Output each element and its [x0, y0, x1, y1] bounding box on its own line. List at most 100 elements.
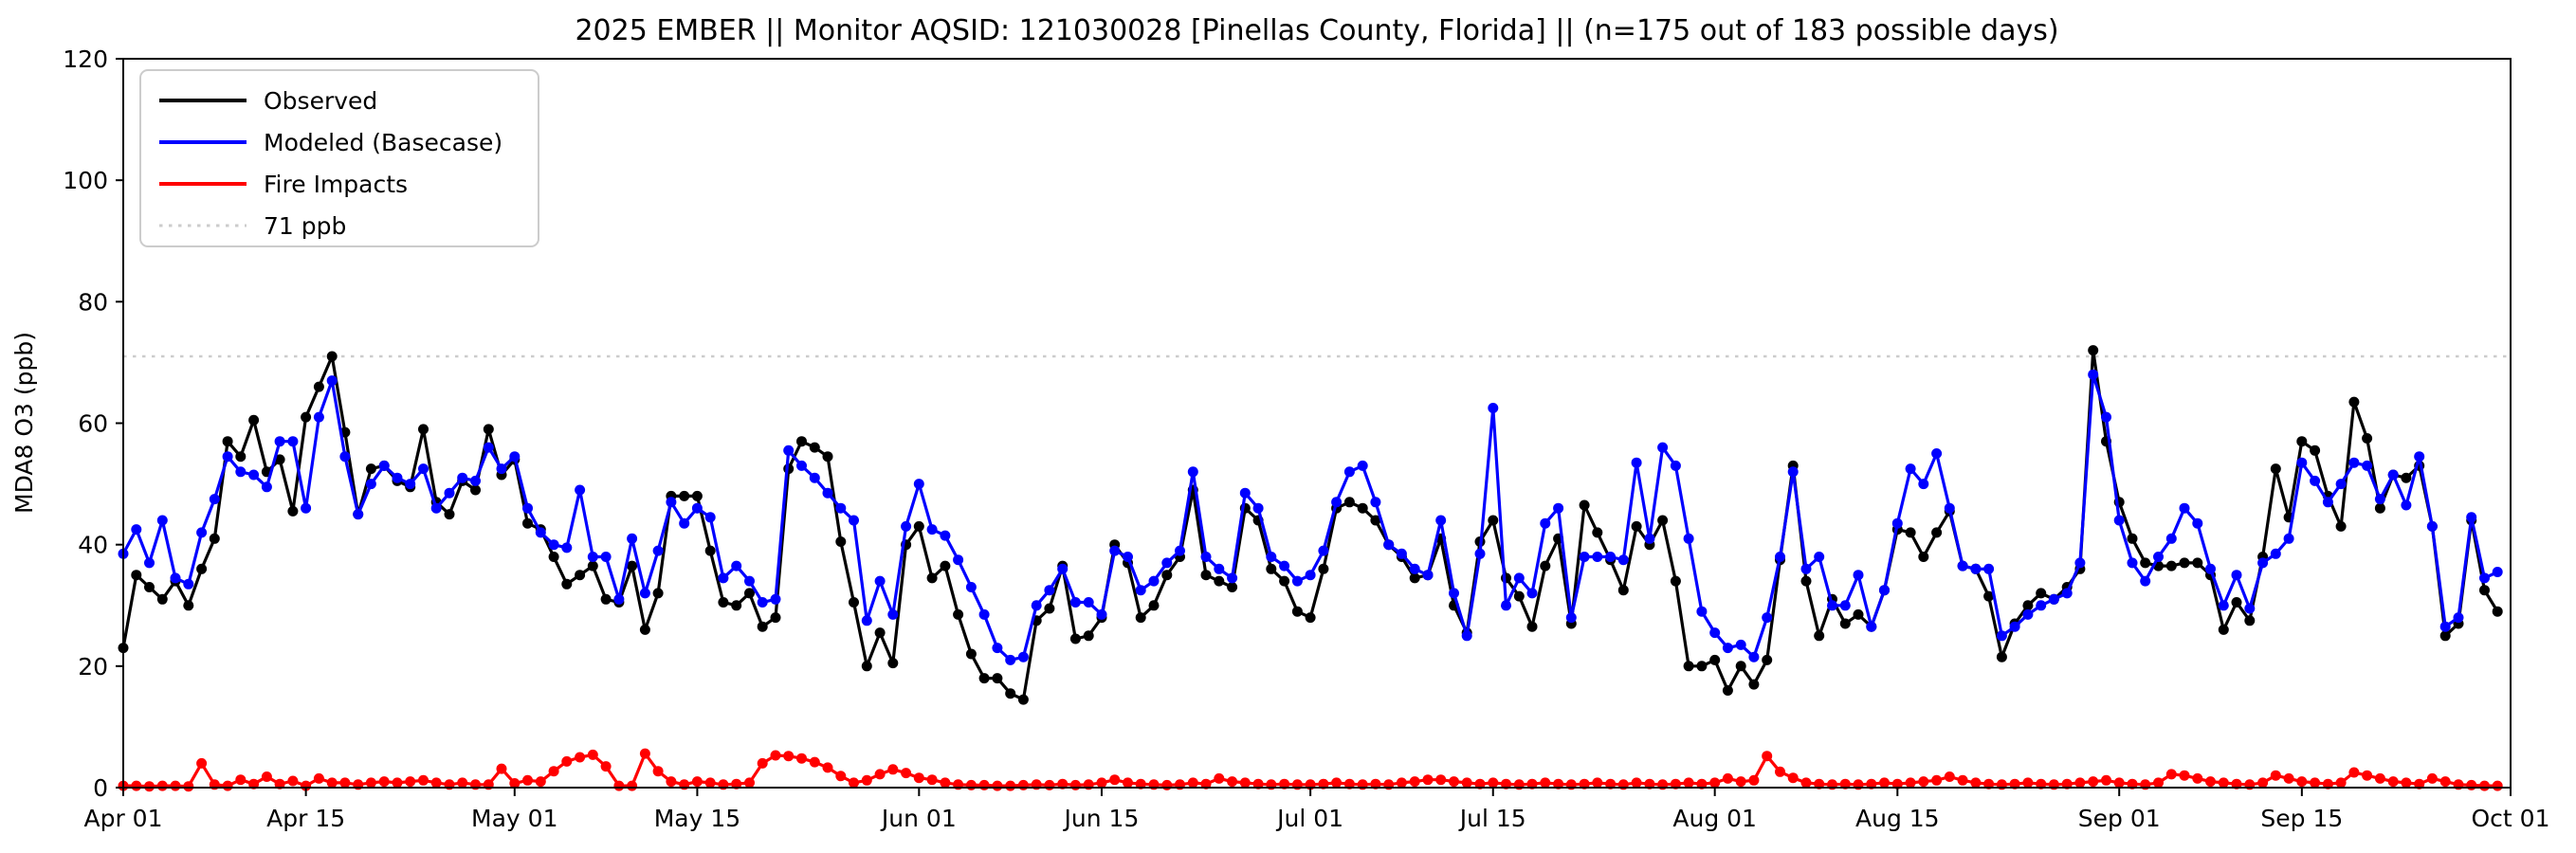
data-point-modeled-basecase [1357, 460, 1368, 471]
data-point-observed [809, 442, 820, 453]
data-point-fire-impacts [1461, 777, 1472, 789]
data-point-modeled-basecase [2244, 603, 2256, 614]
data-point-fire-impacts [2061, 778, 2073, 789]
data-point-observed [978, 673, 990, 684]
data-point-modeled-basecase [2061, 588, 2073, 599]
data-point-fire-impacts [2335, 777, 2347, 789]
data-point-fire-impacts [901, 768, 912, 779]
data-point-fire-impacts [1839, 778, 1851, 789]
data-point-modeled-basecase [887, 608, 899, 620]
data-point-fire-impacts [1449, 776, 1459, 788]
data-point-observed [2479, 585, 2490, 596]
data-point-modeled-basecase [1565, 612, 1577, 624]
series-line-observed [121, 349, 2499, 701]
data-point-observed [1579, 499, 1590, 511]
data-point-modeled-basecase [2466, 512, 2477, 523]
data-point-modeled-basecase [1396, 548, 1407, 559]
data-point-modeled-basecase [522, 502, 533, 514]
data-point-observed [1318, 563, 1329, 574]
data-point-modeled-basecase [1814, 552, 1825, 562]
data-point-observed [2401, 472, 2412, 483]
data-point-modeled-basecase [1709, 627, 1721, 639]
data-point-modeled-basecase [1970, 563, 1982, 574]
data-point-modeled-basecase [965, 582, 977, 592]
data-point-modeled-basecase [2074, 557, 2086, 569]
data-point-observed [1526, 621, 1538, 632]
data-point-modeled-basecase [196, 527, 208, 538]
y-tick-label: 80 [78, 288, 108, 316]
data-point-modeled-basecase [1905, 463, 1916, 475]
data-point-observed [926, 572, 938, 584]
data-point-observed [652, 588, 664, 599]
data-point-fire-impacts [1762, 751, 1773, 762]
data-point-observed [365, 463, 376, 475]
data-point-fire-impacts [561, 755, 573, 767]
data-point-fire-impacts [2387, 776, 2399, 788]
data-point-modeled-basecase [809, 472, 820, 483]
data-point-observed [1709, 654, 1721, 665]
data-point-fire-impacts [926, 774, 938, 786]
data-point-fire-impacts [1592, 777, 1603, 789]
data-point-fire-impacts [1605, 778, 1617, 789]
data-point-modeled-basecase [1083, 597, 1094, 608]
data-point-observed [209, 533, 220, 544]
data-point-observed [1343, 497, 1355, 508]
data-point-observed [248, 414, 260, 426]
data-point-fire-impacts [2283, 772, 2294, 784]
data-point-observed [1683, 661, 1694, 672]
data-point-fire-impacts [666, 776, 677, 788]
data-point-observed [196, 563, 208, 574]
data-point-modeled-basecase [2231, 570, 2242, 581]
data-point-fire-impacts [1540, 777, 1551, 789]
data-point-observed [1814, 630, 1825, 642]
data-point-modeled-basecase [1931, 448, 1943, 459]
data-point-modeled-basecase [1696, 606, 1708, 617]
data-point-modeled-basecase [901, 520, 912, 532]
data-point-modeled-basecase [131, 524, 142, 535]
data-point-modeled-basecase [822, 487, 833, 499]
data-point-modeled-basecase [1501, 600, 1511, 611]
data-point-observed [2296, 436, 2308, 447]
chart-title: 2025 EMBER || Monitor AQSID: 121030028 [… [575, 14, 2058, 47]
x-tick-label: Sep 15 [2260, 805, 2343, 832]
data-point-modeled-basecase [2257, 557, 2269, 569]
data-point-modeled-basecase [1123, 552, 1133, 562]
data-point-modeled-basecase [1200, 552, 1212, 562]
x-tick-label: Apr 15 [266, 805, 345, 832]
data-point-modeled-basecase [1827, 600, 1837, 611]
data-point-fire-impacts [1161, 779, 1173, 790]
data-point-observed [1291, 606, 1303, 617]
data-point-modeled-basecase [261, 481, 272, 493]
data-point-fire-impacts [1696, 778, 1708, 789]
data-point-modeled-basecase [1148, 575, 1160, 587]
data-point-modeled-basecase [600, 552, 612, 562]
data-point-observed [222, 436, 233, 447]
data-point-modeled-basecase [301, 502, 312, 514]
y-tick-label: 0 [93, 774, 108, 802]
data-point-modeled-basecase [2283, 533, 2294, 544]
data-point-modeled-basecase [470, 475, 481, 486]
data-point-modeled-basecase [339, 451, 351, 463]
y-tick-label: 100 [63, 167, 108, 194]
data-point-modeled-basecase [1057, 563, 1069, 574]
data-point-fire-impacts [170, 780, 181, 791]
data-point-modeled-basecase [496, 463, 507, 475]
data-point-fire-impacts [835, 771, 847, 782]
data-point-fire-impacts [691, 776, 703, 788]
data-point-observed [861, 661, 872, 672]
data-point-modeled-basecase [535, 527, 546, 538]
x-tick-label: May 15 [654, 805, 740, 832]
data-point-observed [418, 424, 429, 435]
data-point-observed [1513, 590, 1525, 602]
data-point-modeled-basecase [1279, 560, 1290, 572]
data-point-modeled-basecase [326, 375, 338, 387]
data-point-observed [1200, 570, 1212, 581]
x-tick-label: Aug 15 [1855, 805, 1940, 832]
data-point-modeled-basecase [1866, 621, 1877, 632]
data-point-modeled-basecase [2192, 517, 2203, 529]
data-point-modeled-basecase [222, 451, 233, 463]
data-point-fire-impacts [1488, 777, 1499, 789]
x-tick-label: Sep 01 [2078, 805, 2161, 832]
data-point-modeled-basecase [2479, 572, 2490, 584]
